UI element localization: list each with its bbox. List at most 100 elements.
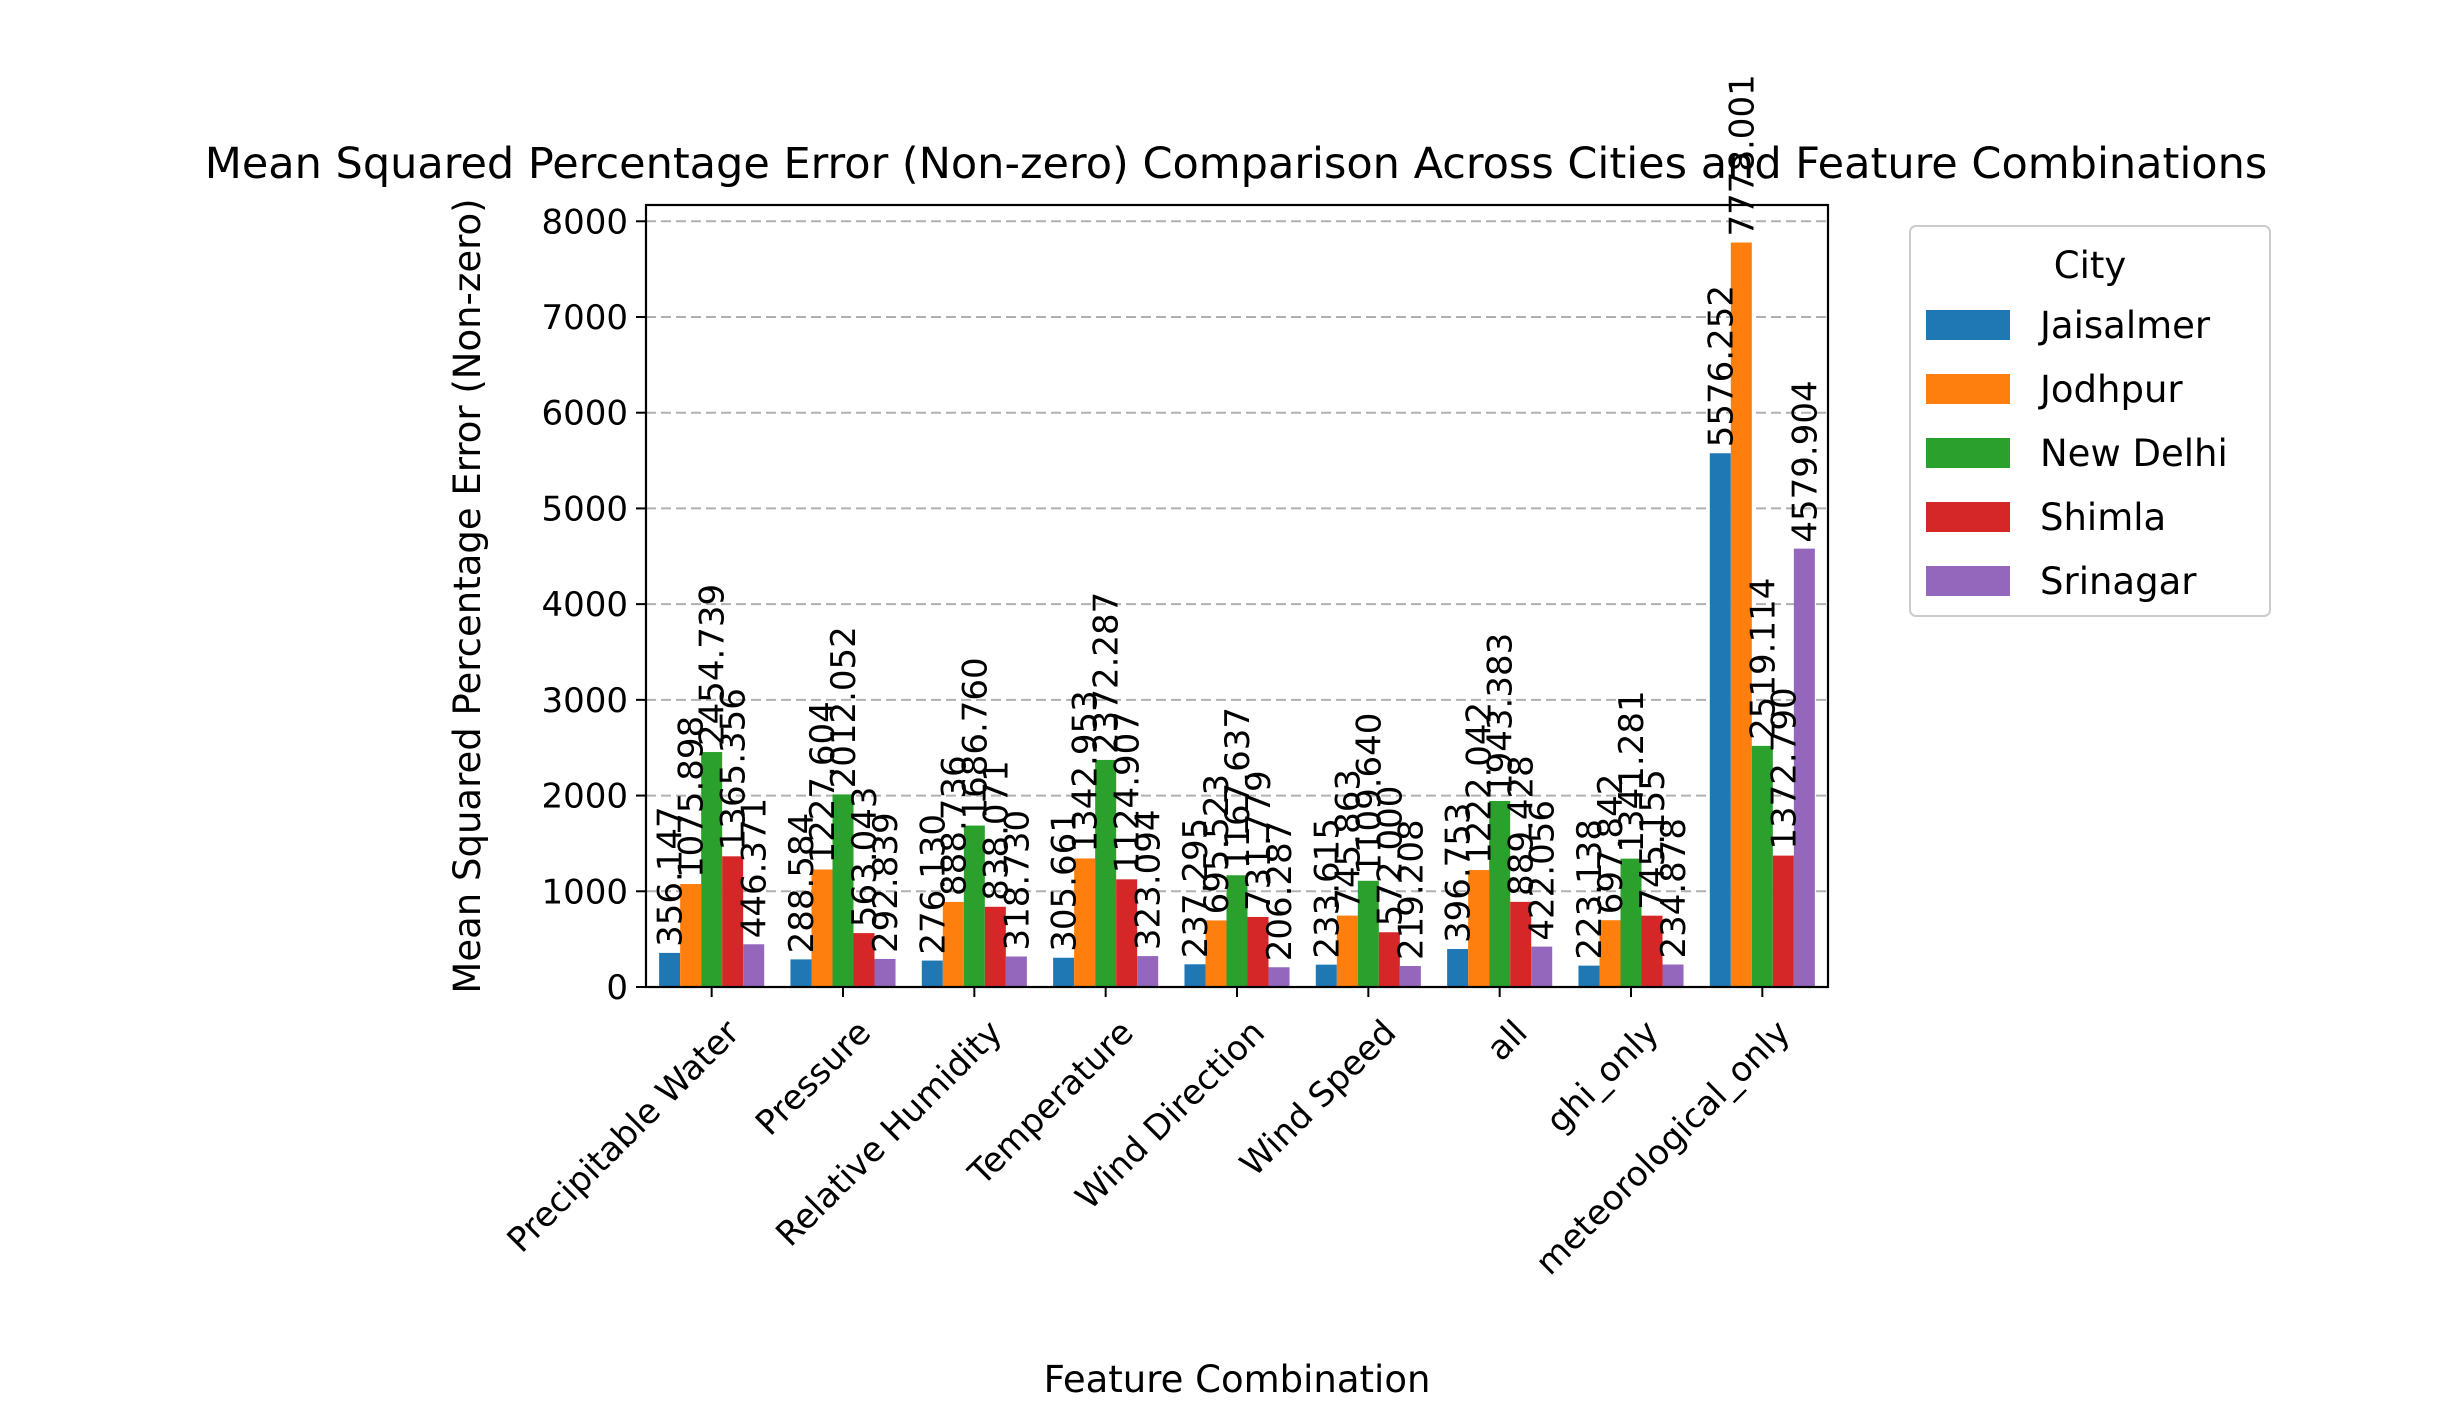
bar-value-label: 305.661 <box>1045 811 1085 952</box>
bar-value-label: 1075.898 <box>672 716 712 878</box>
bar-value-label: 237.295 <box>1176 818 1216 959</box>
bar-value-label: 563.043 <box>845 786 885 927</box>
bar-value-label: 572.000 <box>1370 786 1410 927</box>
bar <box>942 901 964 987</box>
bar <box>701 752 723 987</box>
bar-value-label: 318.730 <box>997 810 1037 951</box>
bar <box>1599 920 1621 987</box>
bar-value-label: 1943.383 <box>1481 633 1521 795</box>
bar <box>1662 964 1684 987</box>
bar-value-label: 731.779 <box>1239 770 1279 911</box>
bar <box>1793 548 1815 987</box>
bar <box>874 958 896 987</box>
bar <box>1709 453 1731 987</box>
bar-value-label: 695.523 <box>1197 774 1237 915</box>
bar-value-label: 889.428 <box>1502 755 1542 896</box>
bar-value-label: 1365.356 <box>714 688 754 850</box>
bar-value-label: 697.842 <box>1591 774 1631 915</box>
bar <box>680 884 702 987</box>
y-axis-label: Mean Squared Percentage Error (Non-zero) <box>446 198 489 993</box>
bar <box>1074 858 1096 987</box>
bar <box>1399 966 1421 987</box>
bar-value-label: 888.736 <box>934 755 974 896</box>
bar-value-label: 446.371 <box>735 798 775 939</box>
bar <box>1510 901 1532 987</box>
legend-label: Srinagar <box>2040 560 2197 603</box>
bars <box>659 242 1815 988</box>
legend-swatch <box>1926 310 2010 340</box>
bar <box>1531 946 1553 987</box>
bar <box>743 944 765 987</box>
bar <box>1053 957 1075 987</box>
bar-value-label: 422.056 <box>1523 800 1563 941</box>
bar-value-label: 2012.052 <box>824 626 864 788</box>
bar-value-label: 233.615 <box>1307 818 1347 959</box>
bar-value-label: 4579.904 <box>1785 380 1825 542</box>
bar <box>722 856 744 987</box>
bar-value-label: 219.208 <box>1391 819 1431 960</box>
bar-value-label: 396.753 <box>1439 802 1479 943</box>
y-tick-label: 1000 <box>541 872 628 912</box>
y-tick-label: 5000 <box>541 489 628 529</box>
bar-value-label: 7778.001 <box>1722 74 1762 236</box>
bar <box>1489 800 1511 987</box>
bar <box>1315 964 1337 987</box>
bar-value-label: 2519.114 <box>1743 578 1783 740</box>
y-tick-label: 0 <box>606 968 628 1008</box>
bar-value-label: 1124.907 <box>1108 711 1148 873</box>
legend-label: New Delhi <box>2040 432 2228 475</box>
bar <box>811 869 833 987</box>
bar <box>1247 916 1269 987</box>
bar <box>1336 915 1358 987</box>
bar-value-label: 5576.252 <box>1701 285 1741 447</box>
bar <box>1620 858 1642 987</box>
bar <box>853 933 875 987</box>
bar-value-label: 1222.042 <box>1460 702 1500 864</box>
bar <box>659 952 681 987</box>
x-axis-label: Feature Combination <box>1044 1358 1431 1401</box>
bar <box>1226 875 1248 987</box>
bar <box>1095 759 1117 987</box>
bar <box>1751 745 1773 987</box>
legend-title: City <box>2054 244 2127 287</box>
bar <box>1184 964 1206 987</box>
y-tick-label: 6000 <box>541 394 628 434</box>
y-tick-label: 2000 <box>541 777 628 817</box>
bar <box>790 959 812 987</box>
bar-value-label: 745.155 <box>1633 769 1673 910</box>
legend-label: Shimla <box>2040 496 2166 539</box>
bar <box>963 825 985 987</box>
bar <box>1730 242 1752 988</box>
bar <box>1268 967 1290 987</box>
legend: City Jaisalmer Jodhpur New Delhi Shimla Srin… <box>1909 225 2271 617</box>
bar-value-label: 276.130 <box>913 814 953 955</box>
bar-value-label: 206.287 <box>1260 821 1300 962</box>
bar-value-label: 2454.739 <box>693 584 733 746</box>
bar-value-label: 838.071 <box>976 760 1016 901</box>
bar <box>1578 965 1600 987</box>
bar-value-label: 292.839 <box>866 812 906 953</box>
legend-label: Jaisalmer <box>2038 304 2211 347</box>
bar <box>1772 855 1794 987</box>
legend-swatch <box>1926 374 2010 404</box>
bar-value-label: 1109.640 <box>1349 713 1389 875</box>
bar <box>984 906 1006 987</box>
bar-value-label: 323.094 <box>1129 809 1169 950</box>
y-tick-label: 3000 <box>541 681 628 721</box>
y-tick-label: 8000 <box>541 202 628 242</box>
y-tick-label: 7000 <box>541 298 628 338</box>
legend-items: Jaisalmer Jodhpur New Delhi Shimla Srinagar <box>1926 304 2228 603</box>
bar-value-label: 1341.281 <box>1612 690 1652 852</box>
bar <box>1447 949 1469 987</box>
bar-value-label: 1342.953 <box>1066 690 1106 852</box>
bar <box>921 960 943 987</box>
bar-value-label: 745.863 <box>1328 769 1368 910</box>
bar <box>832 794 854 987</box>
legend-swatch <box>1926 438 2010 468</box>
bar-value-label: 234.878 <box>1654 818 1694 959</box>
bar-value-label: 1372.790 <box>1764 687 1804 849</box>
legend-label: Jodhpur <box>2038 368 2183 411</box>
bar <box>1468 870 1490 987</box>
